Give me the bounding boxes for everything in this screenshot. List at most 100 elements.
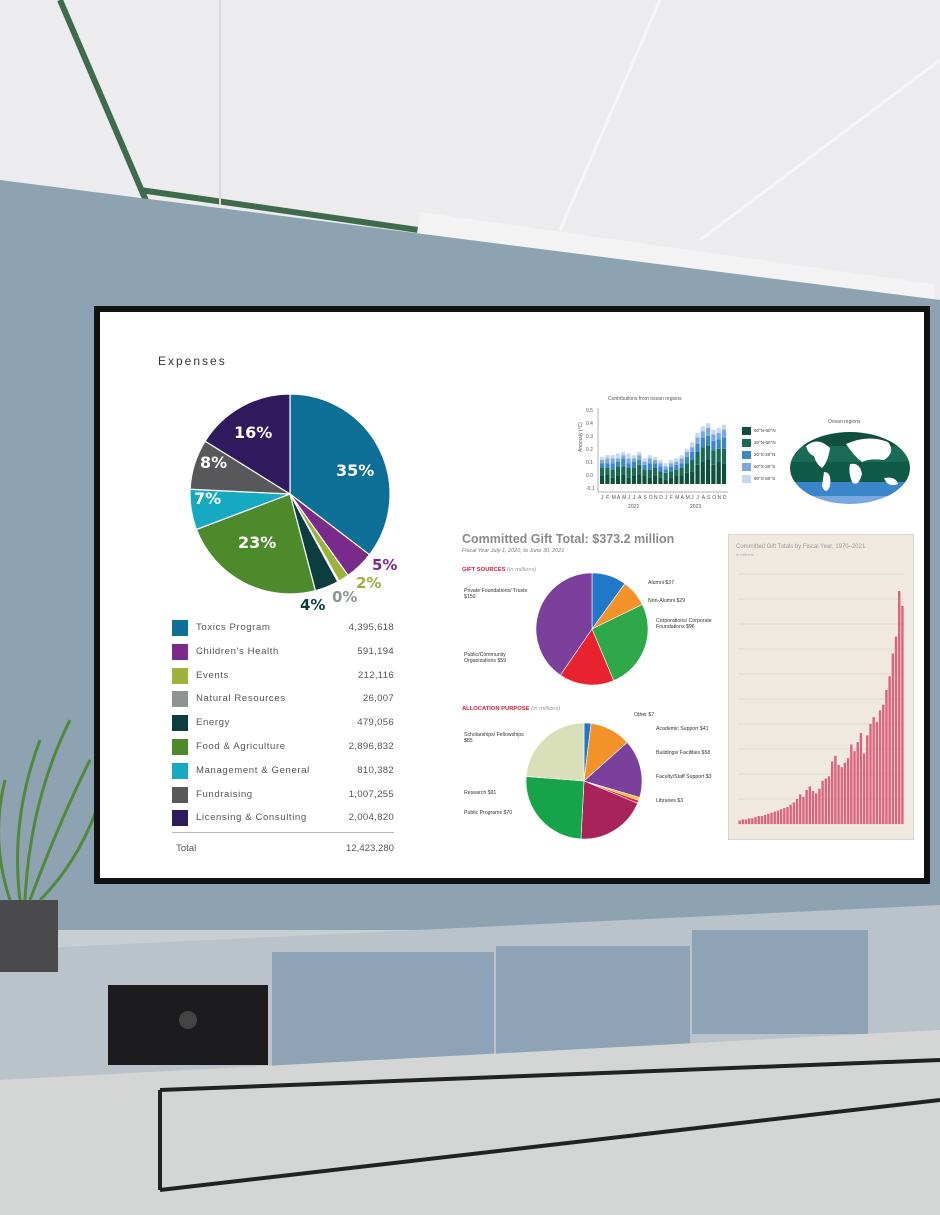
- fy-bar: [875, 721, 879, 824]
- ocean-bar-seg: [711, 440, 716, 451]
- fy-bar: [763, 814, 767, 824]
- ocean-bar-seg: [610, 477, 615, 484]
- ocean-bar-seg: [674, 469, 679, 476]
- ocean-bar-seg: [631, 455, 636, 459]
- fy-bar: [853, 751, 856, 824]
- ocean-month-tick: S: [707, 495, 711, 501]
- ocean-legend-text: 60°S-30°S: [754, 464, 776, 469]
- allocation-heading: ALLOCATION PURPOSE (in millions): [462, 706, 560, 712]
- ocean-legend-text: 90°S-60°S: [754, 476, 776, 481]
- src-label-public: Public/Community Organizations $59: [464, 652, 507, 665]
- fy-bar: [846, 758, 850, 824]
- legend-row: Events 212,116: [172, 665, 394, 689]
- ocean-bar-seg: [615, 453, 621, 459]
- ocean-bar-seg: [642, 461, 647, 465]
- ocean-bar-seg: [663, 463, 668, 467]
- ocean-legend: 60°N-90°N 30°N-60°N 20°S-20°N 60°S-30°S 90°S…: [742, 426, 788, 486]
- legend-row: Fundraising 1,007,255: [172, 784, 394, 808]
- expenses-total-row: Total 12,423,280: [172, 832, 394, 854]
- fy-bar: [837, 764, 840, 824]
- legend-row: Children's Health 591,194: [172, 641, 394, 665]
- ocean-month-tick: A: [702, 495, 706, 501]
- ocean-legend-swatch: [742, 475, 751, 483]
- ocean-month-tick: M: [686, 495, 690, 501]
- ocean-bar-seg: [615, 458, 621, 462]
- legend-name: Natural Resources: [196, 693, 286, 705]
- expenses-legend: Toxics Program 4,395,618 Children's Health…: [172, 617, 394, 831]
- ocean-bar-seg: [679, 468, 684, 476]
- fy-bar: [901, 605, 904, 824]
- ocean-bar-seg: [679, 458, 684, 464]
- ocean-ytick: 0.0: [586, 473, 593, 479]
- ocean-bar-seg: [716, 439, 721, 449]
- ocean-bar-seg: [700, 437, 705, 448]
- year-2022: 2022: [628, 504, 639, 510]
- ocean-bar-seg: [653, 460, 658, 464]
- ocean-bar-seg: [610, 455, 615, 459]
- ocean-bar-seg: [600, 463, 605, 468]
- expenses-pie-chart: 35% 5%2%0% 4% 23% 7% 8% 16%: [189, 393, 397, 612]
- legend-name: Food & Agriculture: [196, 740, 286, 752]
- legend-swatch: [172, 762, 188, 779]
- ocean-bar-seg: [642, 458, 647, 462]
- alc-label-other: Other $7: [634, 712, 655, 718]
- ocean-bar-seg: [600, 468, 605, 476]
- ocean-bar-seg: [690, 442, 695, 448]
- ocean-bar-seg: [716, 432, 721, 440]
- ocean-ylabel: Anomaly (°C): [578, 422, 584, 452]
- pct-label-energy: 4%: [300, 596, 325, 612]
- fy-bar: [811, 791, 815, 824]
- src-label-nonalumni: Non-Alumni $29: [648, 598, 686, 604]
- ocean-bar-seg: [721, 448, 727, 464]
- ocean-bar-seg: [684, 463, 689, 473]
- ocean-month-tick: A: [638, 495, 642, 501]
- fy-bar: [840, 767, 843, 824]
- alc-slices-slice-5: [580, 780, 638, 840]
- ocean-month-tick: J: [628, 495, 631, 501]
- ocean-bar-seg: [610, 458, 615, 464]
- ocean-bar-seg: [647, 477, 652, 484]
- pct-label-children: 5%: [372, 556, 397, 574]
- ocean-bar-seg: [637, 474, 642, 484]
- ocean-bar-seg: [653, 468, 658, 476]
- alc-label-faculty: Faculty/Staff Support $3: [656, 774, 712, 780]
- ocean-bar-seg: [684, 456, 689, 464]
- fy-bar: [891, 653, 895, 824]
- fy-bar: [862, 753, 866, 824]
- legend-name: Licensing & Consulting: [196, 812, 307, 824]
- ocean-bar-seg: [674, 461, 679, 465]
- legend-value: 1,007,255: [348, 788, 394, 800]
- ocean-bar-seg: [663, 466, 668, 470]
- ocean-legend-swatch: [742, 463, 751, 471]
- fy-bar: [773, 811, 776, 824]
- fy-bar: [783, 808, 786, 824]
- fy-bar: [792, 802, 796, 824]
- ocean-bar-seg: [626, 477, 631, 484]
- legend-value: 2,896,832: [348, 740, 394, 752]
- ocean-bar-seg: [658, 466, 663, 472]
- allocation-label: ALLOCATION PURPOSE: [462, 706, 530, 712]
- ocean-bar-seg: [716, 461, 721, 484]
- ocean-month-tick: J: [665, 495, 668, 501]
- fy-bar: [856, 742, 859, 824]
- fiscal-unit: in millions: [736, 552, 754, 557]
- ocean-bar-seg: [690, 452, 695, 460]
- gift-sources-pie: [535, 572, 649, 686]
- alc-label-academic: Academic Support $41: [656, 726, 709, 732]
- fy-bar: [869, 724, 872, 824]
- src-label-private: Private Foundations/ Trusts $150: [464, 588, 528, 601]
- ocean-bar-seg: [663, 472, 668, 480]
- ocean-bar-seg: [684, 448, 689, 452]
- ocean-bar-seg: [668, 471, 674, 478]
- alc-label-scholarships: Scholarships/ Fellowships $85: [464, 732, 524, 745]
- ocean-bar-seg: [711, 450, 716, 465]
- fy-bar: [843, 762, 847, 824]
- alc-label-libraries: Libraries $3: [656, 798, 684, 804]
- ocean-bar-seg: [690, 447, 695, 452]
- ocean-ytick: 0.3: [586, 434, 593, 440]
- expense-slice-0: [289, 393, 391, 556]
- legend-row: Licensing & Consulting 2,004,820: [172, 807, 394, 831]
- fy-bar: [898, 591, 901, 824]
- ocean-month-tick: A: [617, 495, 621, 501]
- src-label-alumni: Alumni $37: [648, 580, 674, 586]
